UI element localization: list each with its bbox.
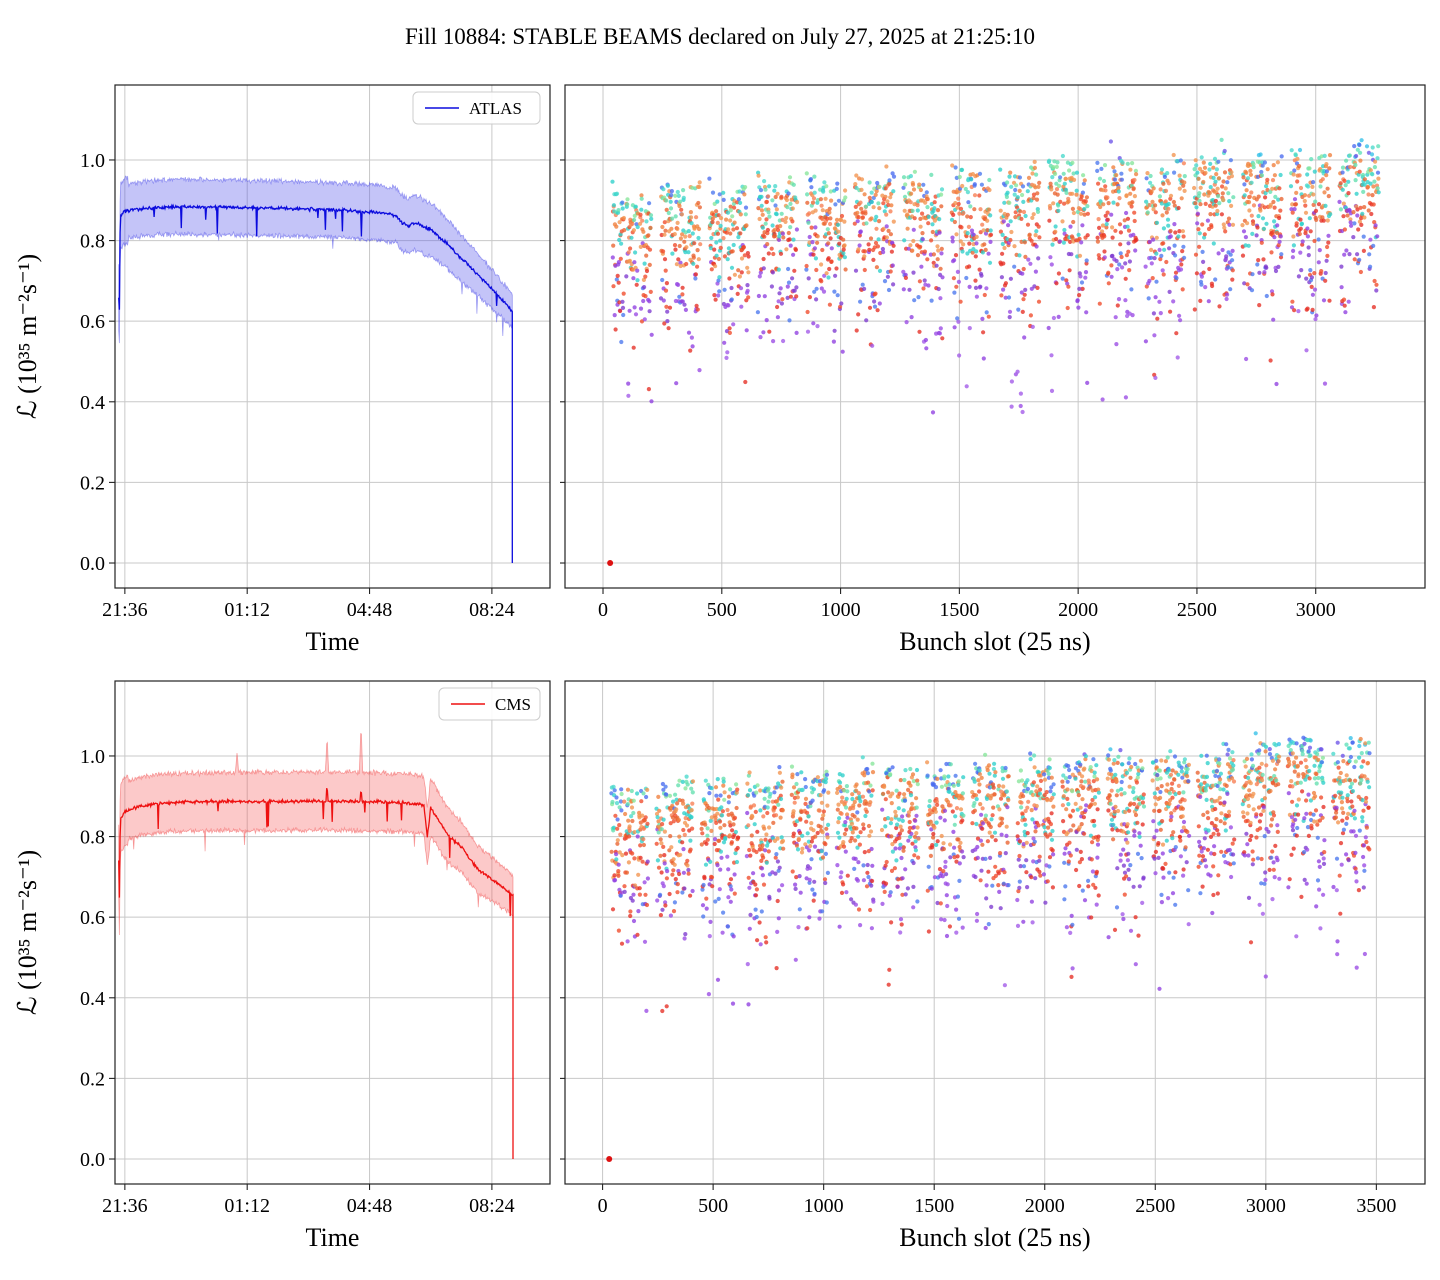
y-tick-label: 1.0	[80, 746, 105, 768]
tick-labels: 0 500 1000 1500 2000 2500 3000 3500 Bunch slot (…	[598, 1195, 1397, 1252]
x-tick-label: 1500	[939, 599, 979, 621]
cms-time-svg: 21:36 01:12 04:48 08:24 0.0 0.2 0.4 0.6 0.8 1.0 Ti…	[13, 680, 551, 1252]
axes-spines-and-ticks	[560, 84, 1426, 594]
luminosity-line	[118, 203, 513, 563]
y-tick-label: 1.0	[80, 150, 105, 172]
legend-label: ATLAS	[469, 99, 522, 118]
y-tick-label: 0.2	[80, 472, 105, 494]
x-tick-label: 21:36	[102, 599, 148, 621]
legend-atlas: ATLAS	[412, 91, 541, 125]
figure-title: Fill 10884: STABLE BEAMS declared on Jul…	[405, 24, 1035, 49]
x-tick-label: 08:24	[469, 599, 515, 621]
cms-luminosity-per-bunch-plot: 0 500 1000 1500 2000 2500 3000 3500 Bunch slot (…	[560, 670, 1440, 1280]
x-tick-label: 21:36	[102, 1195, 148, 1217]
legend-cms: CMS	[438, 687, 541, 721]
atlas-bunch-svg: 0 500 1000 1500 2000 2500 3000 Bunch slot (25 n…	[560, 84, 1426, 656]
x-tick-label: 2000	[1058, 599, 1098, 621]
non-colliding-bunch-point	[606, 1156, 613, 1163]
x-tick-label: 3000	[1246, 1195, 1286, 1217]
bunch-scatter-points	[607, 137, 1381, 567]
y-tick-label: 0.2	[80, 1068, 105, 1090]
x-tick-label: 2000	[1025, 1195, 1065, 1217]
x-axis-label: Time	[306, 627, 360, 656]
x-axis-label: Bunch slot (25 ns)	[899, 627, 1090, 656]
x-tick-label: 0	[598, 1195, 608, 1217]
x-tick-label: 500	[698, 1195, 728, 1217]
tick-labels: 21:36 01:12 04:48 08:24 0.0 0.2 0.4 0.6 0.8 1.0 Ti…	[13, 746, 515, 1252]
x-tick-label: 2500	[1177, 599, 1217, 621]
x-tick-label: 0	[598, 599, 608, 621]
luminosity-line	[118, 788, 514, 1159]
x-axis-label: Time	[306, 1223, 360, 1252]
y-tick-label: 0.8	[80, 827, 105, 849]
y-tick-label: 0.6	[80, 311, 105, 333]
y-tick-label: 0.4	[80, 988, 105, 1010]
y-tick-label: 0.4	[80, 392, 105, 414]
grid-lines	[115, 681, 550, 1184]
axes-spines-and-ticks	[560, 680, 1426, 1190]
x-tick-label: 1000	[821, 599, 861, 621]
cms-luminosity-vs-time-plot: 21:36 01:12 04:48 08:24 0.0 0.2 0.4 0.6 0.8 1.0 Ti…	[0, 670, 560, 1280]
atlas-luminosity-per-bunch-plot: 0 500 1000 1500 2000 2500 3000 Bunch slot (25 n…	[560, 75, 1440, 665]
x-tick-label: 04:48	[347, 599, 393, 621]
x-tick-label: 3500	[1356, 1195, 1396, 1217]
non-colliding-bunch-point	[607, 560, 614, 567]
x-tick-label: 1500	[914, 1195, 954, 1217]
tick-labels: 0 500 1000 1500 2000 2500 3000 Bunch slot (25 n…	[598, 599, 1336, 656]
x-axis-label: Bunch slot (25 ns)	[899, 1223, 1090, 1252]
atlas-luminosity-vs-time-plot: 21:36 01:12 04:48 08:24 0.0 0.2 0.4 0.6 0.8 1.0 Ti…	[0, 75, 560, 665]
legend-label: CMS	[495, 695, 531, 714]
cms-bunch-svg: 0 500 1000 1500 2000 2500 3000 3500 Bunch slot (…	[560, 680, 1426, 1252]
grid-lines	[565, 85, 1425, 588]
x-tick-label: 2500	[1135, 1195, 1175, 1217]
x-tick-label: 04:48	[347, 1195, 393, 1217]
y-axis-label: ℒ (10³⁵ m⁻²s⁻¹)	[13, 254, 42, 419]
axes-spines-and-ticks	[109, 84, 551, 594]
y-tick-label: 0.6	[80, 907, 105, 929]
grid-lines	[565, 681, 1425, 1184]
x-tick-label: 01:12	[224, 599, 270, 621]
x-tick-label: 08:24	[469, 1195, 515, 1217]
axes-spines-and-ticks	[109, 680, 551, 1190]
y-tick-label: 0.0	[80, 1149, 105, 1171]
y-axis-label: ℒ (10³⁵ m⁻²s⁻¹)	[13, 850, 42, 1015]
bunch-scatter-points	[606, 731, 1372, 1163]
uncertainty-band	[118, 733, 514, 936]
grid-lines	[115, 85, 550, 588]
x-tick-label: 3000	[1296, 599, 1336, 621]
x-tick-label: 500	[707, 599, 737, 621]
x-tick-label: 1000	[804, 1195, 844, 1217]
y-tick-label: 0.8	[80, 231, 105, 253]
tick-labels: 21:36 01:12 04:48 08:24 0.0 0.2 0.4 0.6 0.8 1.0 Ti…	[13, 150, 515, 656]
y-tick-label: 0.0	[80, 553, 105, 575]
x-tick-label: 01:12	[224, 1195, 270, 1217]
atlas-time-svg: 21:36 01:12 04:48 08:24 0.0 0.2 0.4 0.6 0.8 1.0 Ti…	[13, 84, 551, 656]
uncertainty-band	[118, 175, 513, 344]
